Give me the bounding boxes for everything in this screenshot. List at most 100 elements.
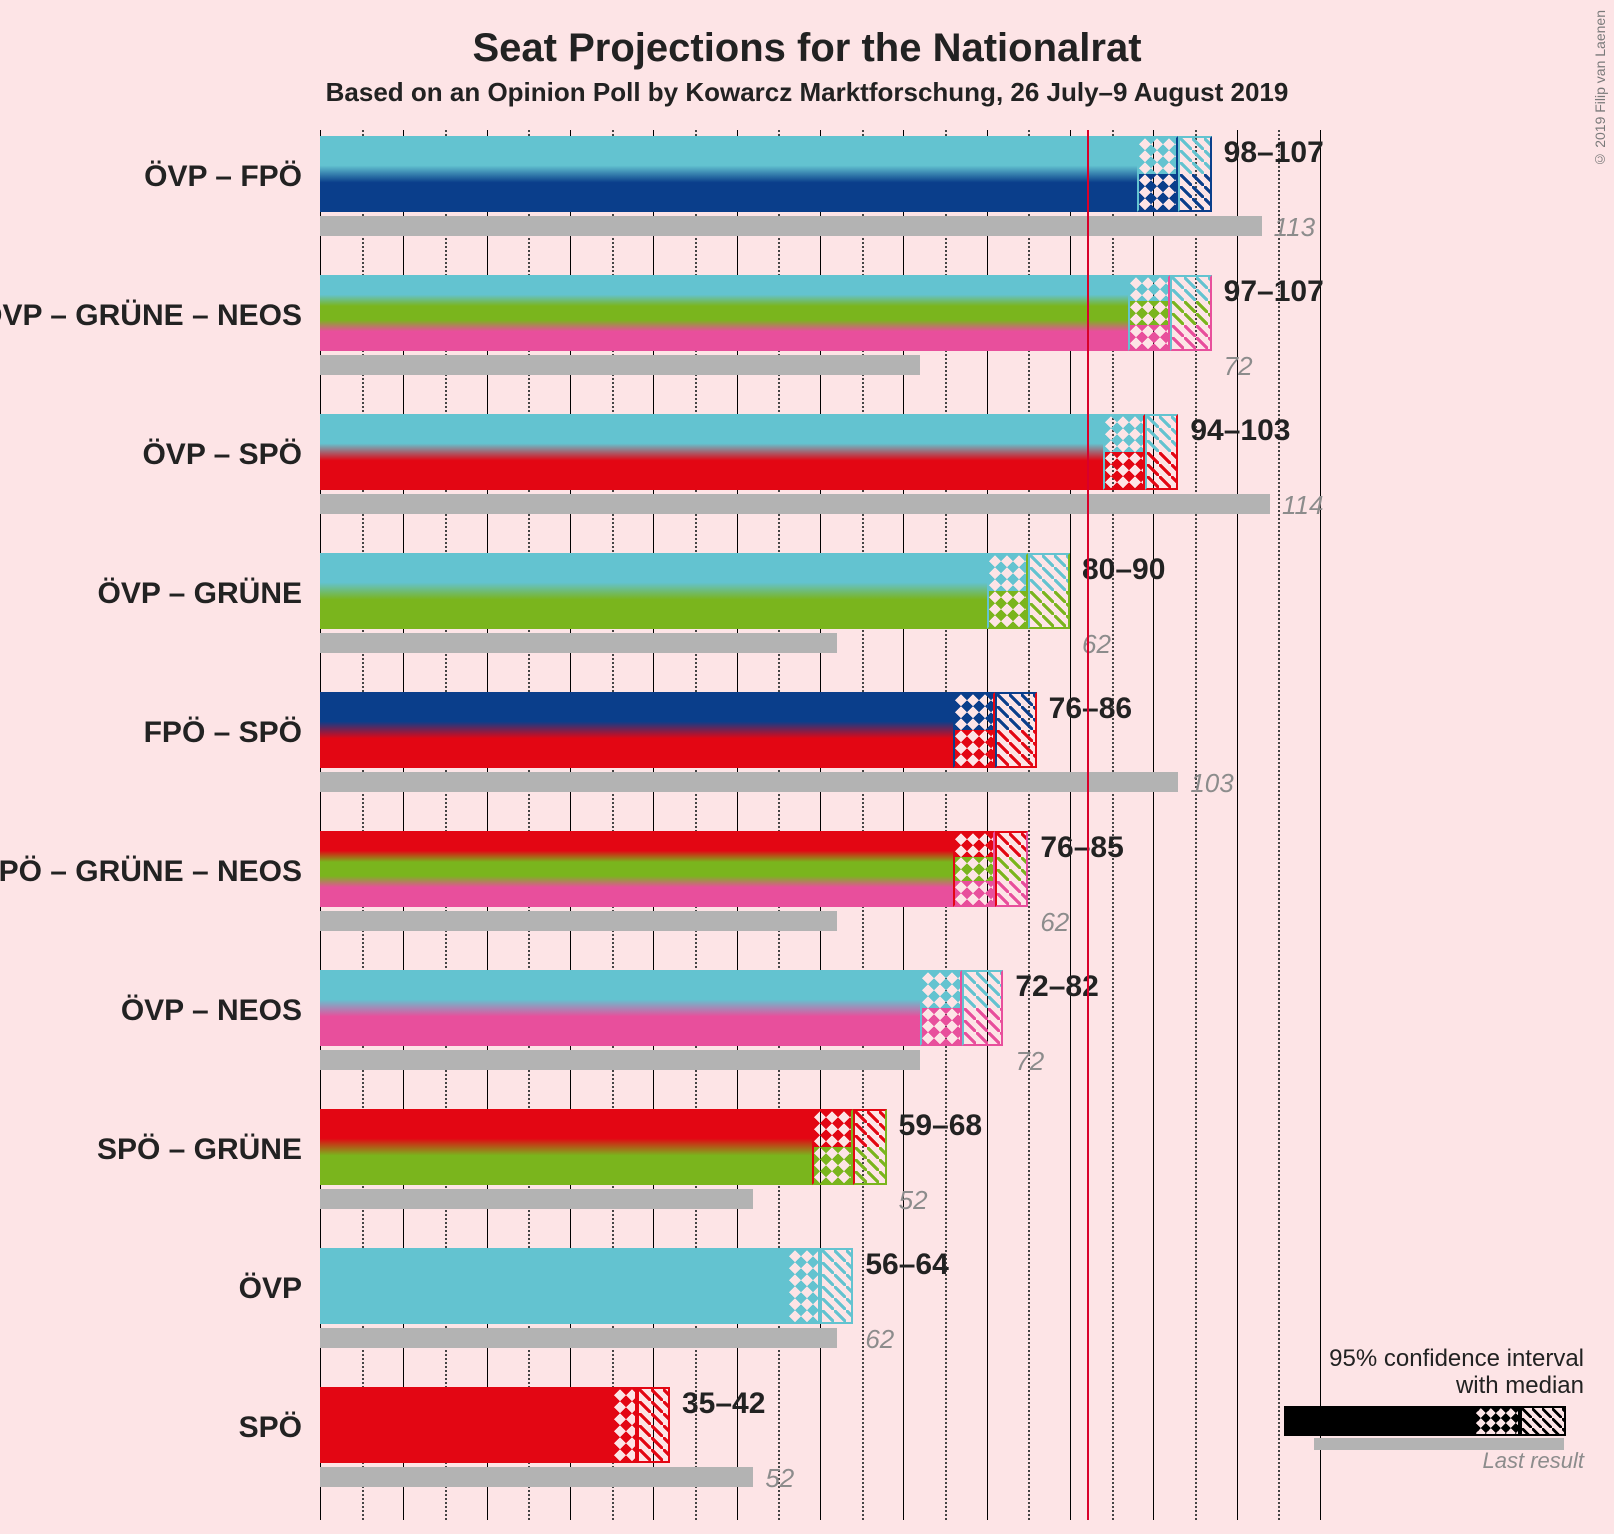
legend-ci-line2: with median bbox=[1456, 1372, 1584, 1399]
gridline-major bbox=[1320, 130, 1321, 1520]
range-label: 76–86 bbox=[1049, 692, 1132, 726]
ci-lower bbox=[920, 970, 962, 1046]
ci-lower bbox=[787, 1248, 820, 1324]
majority-tick bbox=[1087, 212, 1089, 240]
majority-line bbox=[1087, 1103, 1089, 1242]
range-label: 35–42 bbox=[682, 1387, 765, 1421]
prev-result-bar bbox=[320, 1328, 837, 1348]
prev-result-label: 62 bbox=[865, 1324, 894, 1355]
range-label: 94–103 bbox=[1190, 414, 1290, 448]
prev-result-label: 62 bbox=[1040, 907, 1069, 938]
range-label: 80–90 bbox=[1082, 553, 1165, 587]
coalition-row: ÖVP – FPÖ98–107113 bbox=[320, 130, 1320, 250]
legend-ci-lower-icon bbox=[1474, 1406, 1520, 1436]
coalition-label: FPÖ – SPÖ bbox=[144, 716, 302, 750]
coalition-label: ÖVP – NEOS bbox=[121, 994, 302, 1028]
ci-lower bbox=[812, 1109, 854, 1185]
legend-prev-icon bbox=[1314, 1438, 1564, 1450]
coalition-bar bbox=[320, 136, 1137, 212]
coalition-label: SPÖ – GRÜNE bbox=[97, 1133, 302, 1167]
majority-line bbox=[1087, 408, 1089, 547]
prev-result-label: 52 bbox=[765, 1463, 794, 1494]
coalition-bar bbox=[320, 831, 953, 907]
ci-lower bbox=[1103, 414, 1145, 490]
ci-lower bbox=[1128, 275, 1170, 351]
ci-upper bbox=[820, 1248, 853, 1324]
prev-result-label: 113 bbox=[1274, 212, 1315, 243]
prev-result-label: 72 bbox=[1015, 1046, 1044, 1077]
majority-line bbox=[1087, 825, 1089, 964]
ci-upper bbox=[1028, 553, 1070, 629]
majority-tick bbox=[1087, 768, 1089, 796]
prev-result-label: 114 bbox=[1282, 490, 1323, 521]
coalition-label: ÖVP – SPÖ bbox=[142, 438, 302, 472]
coalition-label: SPÖ – GRÜNE – NEOS bbox=[0, 855, 302, 889]
majority-line bbox=[1087, 686, 1089, 825]
coalition-bar bbox=[320, 1387, 612, 1463]
coalition-row: ÖVP – GRÜNE80–9062 bbox=[320, 547, 1320, 667]
prev-result-label: 52 bbox=[899, 1185, 928, 1216]
coalition-row: SPÖ – GRÜNE – NEOS76–8562 bbox=[320, 825, 1320, 945]
ci-upper bbox=[995, 692, 1037, 768]
majority-line bbox=[1087, 130, 1089, 269]
legend-ci-line1: 95% confidence interval bbox=[1329, 1345, 1584, 1372]
prev-result-bar bbox=[320, 1050, 920, 1070]
ci-lower bbox=[612, 1387, 637, 1463]
legend-bar bbox=[1284, 1406, 1584, 1446]
coalition-row: ÖVP – SPÖ94–103114 bbox=[320, 408, 1320, 528]
prev-result-label: 103 bbox=[1190, 768, 1233, 799]
prev-result-label: 72 bbox=[1224, 351, 1253, 382]
majority-line bbox=[1087, 547, 1089, 686]
legend: 95% confidence interval with median Last… bbox=[1284, 1345, 1584, 1474]
coalition-row: ÖVP – NEOS72–8272 bbox=[320, 964, 1320, 1084]
ci-lower bbox=[953, 692, 995, 768]
coalition-bar bbox=[320, 692, 953, 768]
ci-lower bbox=[987, 553, 1029, 629]
ci-lower bbox=[953, 831, 995, 907]
coalition-row: SPÖ35–4252 bbox=[320, 1381, 1320, 1501]
seat-projection-chart: ÖVP – FPÖ98–107113 ÖVP – GRÜNE – NEOS97–1… bbox=[320, 130, 1320, 1520]
prev-result-bar bbox=[320, 911, 837, 931]
ci-upper bbox=[995, 831, 1028, 907]
ci-upper bbox=[853, 1109, 886, 1185]
ci-upper bbox=[962, 970, 1004, 1046]
coalition-label: ÖVP bbox=[239, 1272, 302, 1306]
legend-solid-icon bbox=[1284, 1406, 1474, 1436]
legend-ci-title: 95% confidence interval with median bbox=[1284, 1345, 1584, 1400]
coalition-bar bbox=[320, 970, 920, 1046]
coalition-bar bbox=[320, 553, 987, 629]
coalition-label: ÖVP – FPÖ bbox=[144, 160, 302, 194]
coalition-label: SPÖ bbox=[239, 1411, 302, 1445]
ci-lower bbox=[1137, 136, 1179, 212]
range-label: 98–107 bbox=[1224, 136, 1324, 170]
ci-upper bbox=[1170, 275, 1212, 351]
ci-upper bbox=[1145, 414, 1178, 490]
majority-tick bbox=[1087, 490, 1089, 518]
coalition-row: ÖVP56–6462 bbox=[320, 1242, 1320, 1362]
coalition-row: ÖVP – GRÜNE – NEOS97–10772 bbox=[320, 269, 1320, 389]
ci-upper bbox=[1178, 136, 1211, 212]
chart-title: Seat Projections for the Nationalrat bbox=[0, 0, 1614, 71]
legend-prev-label: Last result bbox=[1284, 1448, 1584, 1474]
majority-line bbox=[1087, 269, 1089, 408]
prev-result-bar bbox=[320, 633, 837, 653]
majority-line bbox=[1087, 964, 1089, 1103]
prev-result-bar bbox=[320, 216, 1262, 236]
range-label: 76–85 bbox=[1040, 831, 1123, 865]
coalition-bar bbox=[320, 275, 1128, 351]
copyright-text: © 2019 Filip van Laenen bbox=[1592, 10, 1608, 168]
range-label: 59–68 bbox=[899, 1109, 982, 1143]
prev-result-bar bbox=[320, 1189, 753, 1209]
ci-upper bbox=[637, 1387, 670, 1463]
coalition-bar bbox=[320, 1248, 787, 1324]
coalition-label: ÖVP – GRÜNE bbox=[97, 577, 302, 611]
coalition-row: SPÖ – GRÜNE59–6852 bbox=[320, 1103, 1320, 1223]
prev-result-bar bbox=[320, 355, 920, 375]
prev-result-bar bbox=[320, 772, 1178, 792]
coalition-row: FPÖ – SPÖ76–86103 bbox=[320, 686, 1320, 806]
majority-line bbox=[1087, 1381, 1089, 1520]
prev-result-bar bbox=[320, 1467, 753, 1487]
range-label: 56–64 bbox=[865, 1248, 948, 1282]
majority-line bbox=[1087, 1242, 1089, 1381]
chart-subtitle: Based on an Opinion Poll by Kowarcz Mark… bbox=[0, 77, 1614, 108]
